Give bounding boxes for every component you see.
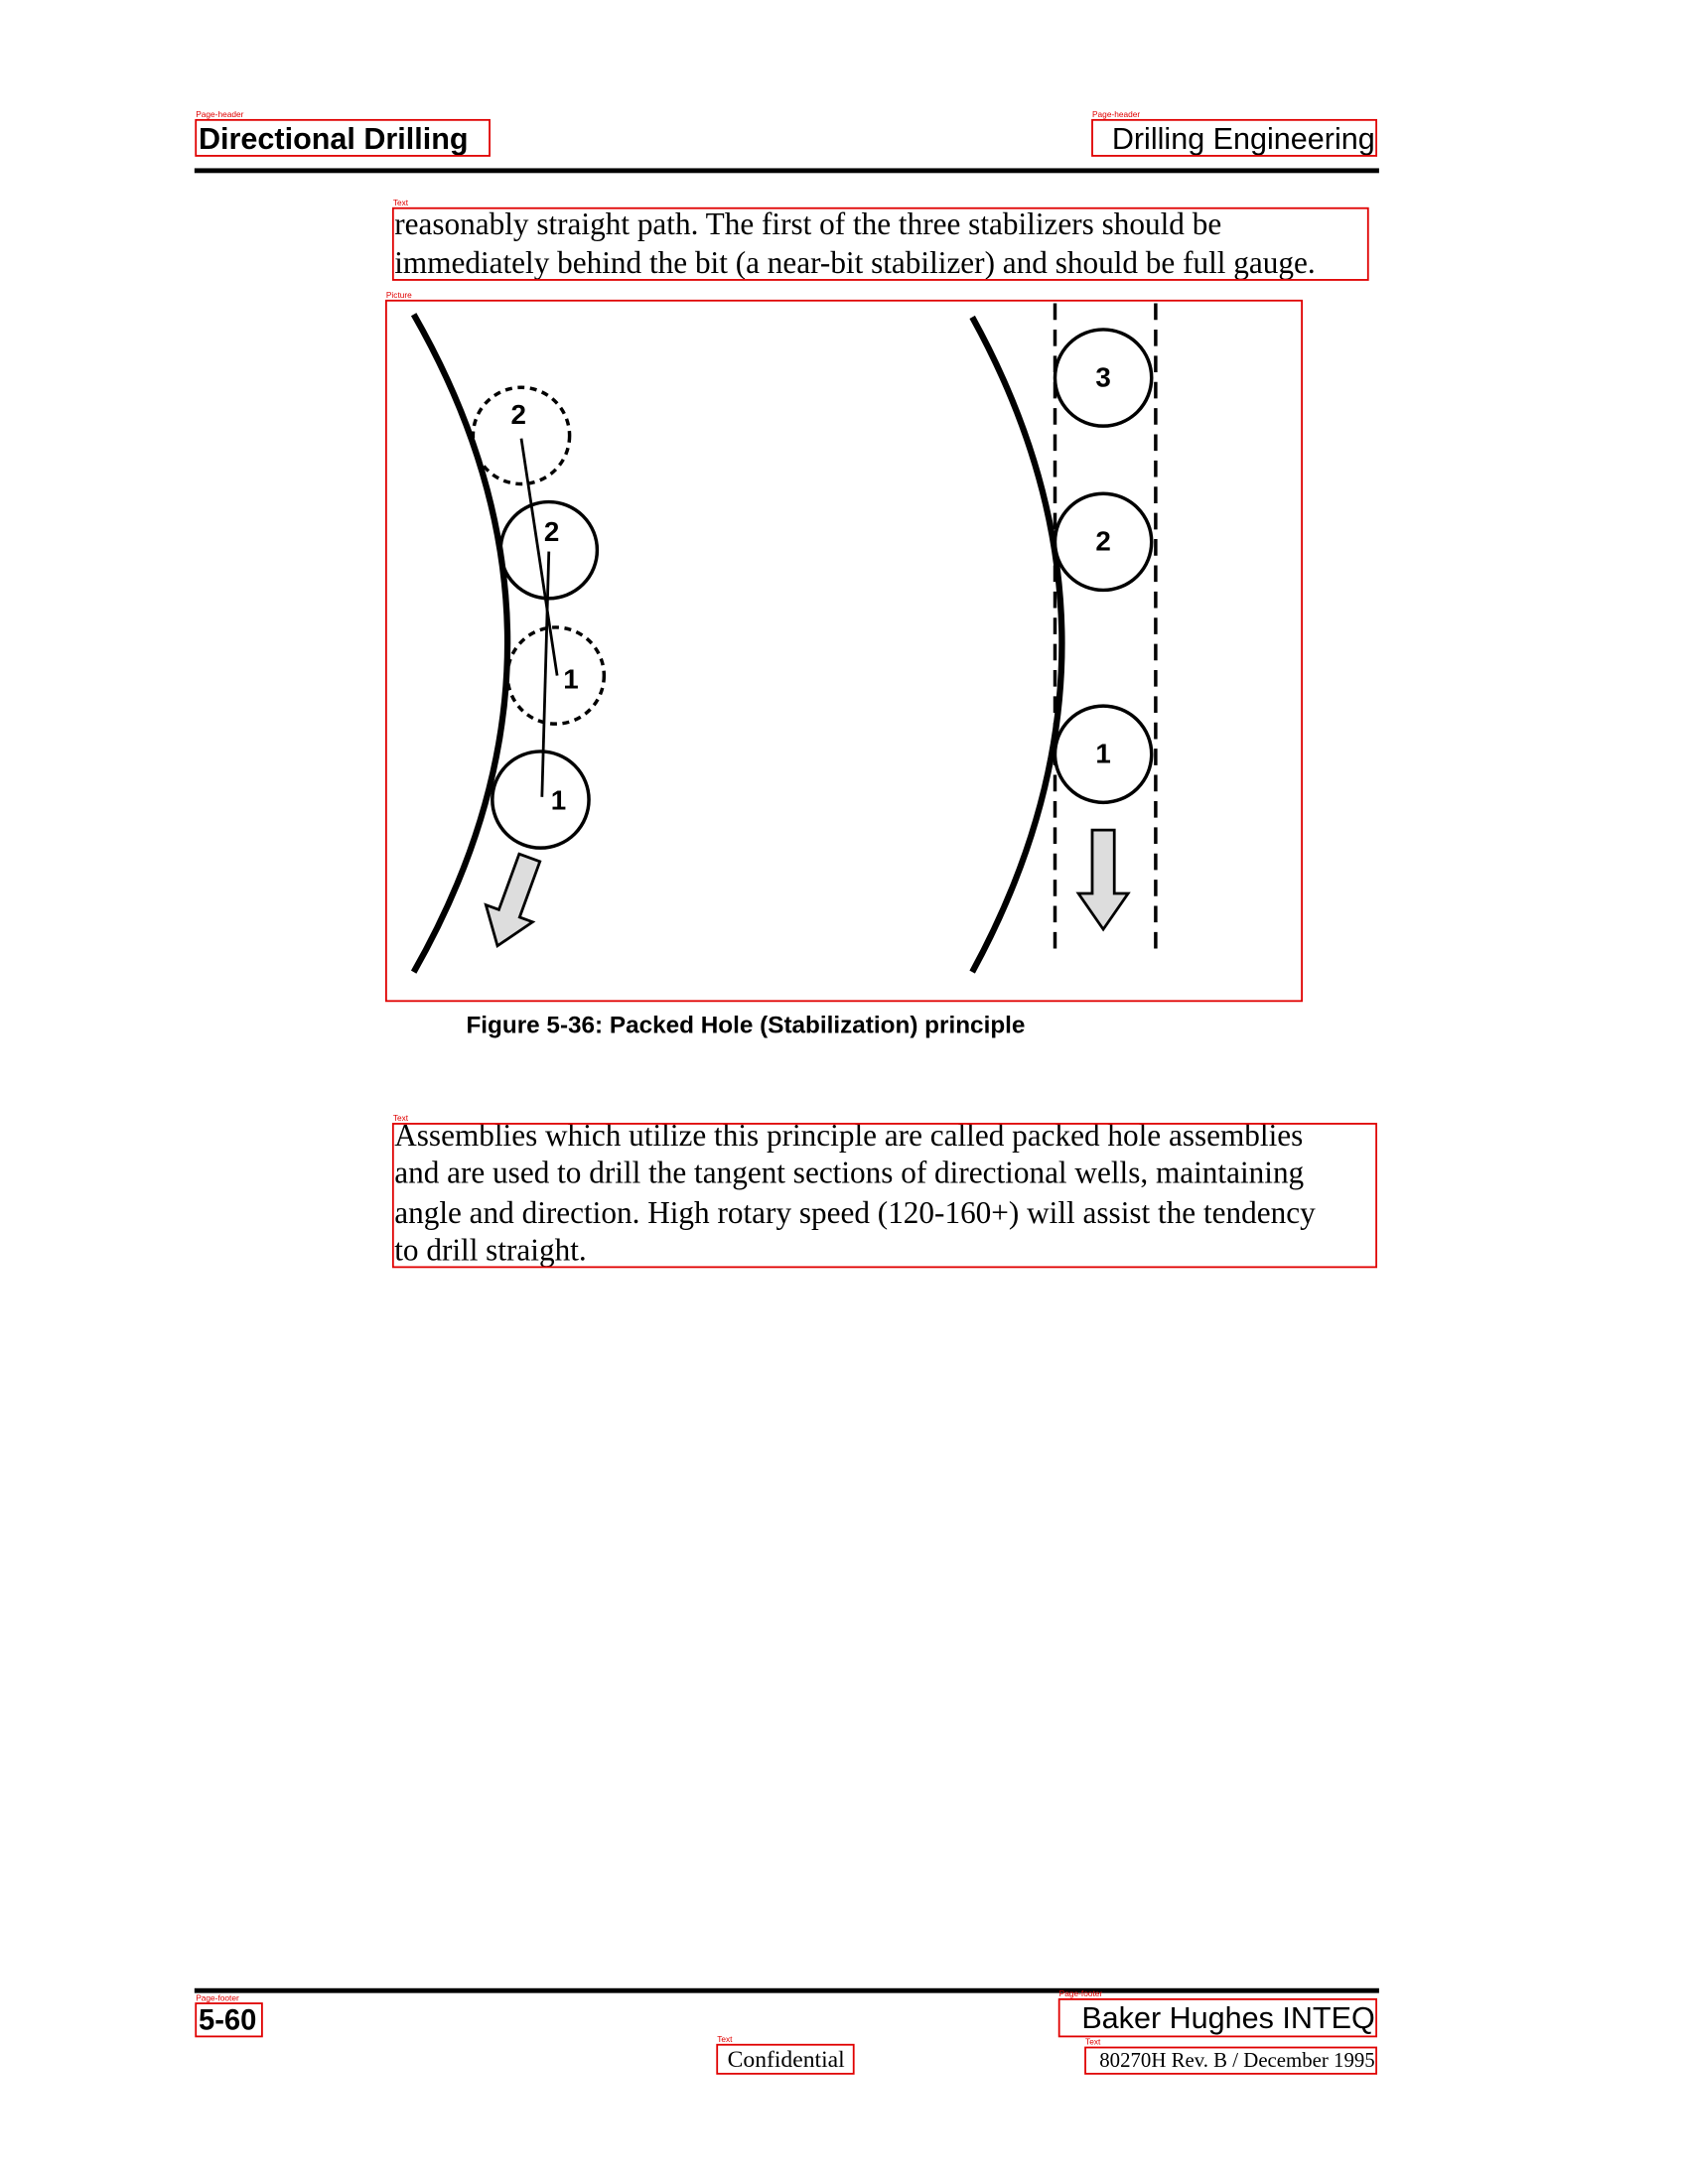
borehole-wall xyxy=(969,315,1065,974)
annotation-label: Text xyxy=(717,2034,733,2044)
annotation-box xyxy=(384,299,1304,1003)
text-line: reasonably straight path. The first of t… xyxy=(394,206,1221,241)
axis-line xyxy=(540,551,551,797)
annotation-label: Page-footer xyxy=(1059,1988,1103,1998)
stabilizer-label: 2 xyxy=(510,399,525,430)
annotation-box xyxy=(1084,2046,1378,2075)
annotation-label: Picture xyxy=(386,290,412,300)
text-line: and are used to drill the tangent sectio… xyxy=(394,1156,1304,1190)
header-left: Directional Drilling xyxy=(199,122,469,156)
footer-rule xyxy=(194,1987,1379,1993)
borehole-wall xyxy=(410,313,511,974)
direction-arrow xyxy=(1075,828,1131,932)
axis-line xyxy=(519,438,559,676)
confidential: Confidential xyxy=(728,2047,845,2073)
annotation-box xyxy=(716,2043,855,2075)
text-line: angle and direction. High rotary speed (… xyxy=(394,1195,1316,1230)
annotation-box xyxy=(195,118,491,157)
annotation-box xyxy=(1091,118,1378,157)
annotation-box xyxy=(1057,1997,1378,2038)
stabilizer-label: 1 xyxy=(551,785,566,816)
stabilizer-label: 1 xyxy=(1095,738,1110,768)
annotation-label: Text xyxy=(1085,2037,1101,2047)
stabilizer xyxy=(1053,704,1154,805)
annotation-box xyxy=(391,1123,1378,1269)
figure-caption: Figure 5-36: Packed Hole (Stabilization)… xyxy=(466,1012,1025,1038)
stabilizer-ghost xyxy=(471,385,572,486)
paragraph: Assemblies which utilize this principle … xyxy=(394,1118,1316,1267)
figure xyxy=(410,303,1158,974)
annotation-box xyxy=(391,206,1369,281)
company: Baker Hughes INTEQ xyxy=(1081,2001,1374,2035)
annotation-label: Page-footer xyxy=(196,1992,239,2002)
annotations: Page-header Page-header Text Picture Tex… xyxy=(195,109,1378,2075)
text-line: immediately behind the bit (a near-bit s… xyxy=(394,245,1315,280)
annotation-label: Text xyxy=(393,198,409,207)
revision: 80270H Rev. B / December 1995 xyxy=(1099,2048,1374,2072)
stabilizer-label: 3 xyxy=(1095,361,1110,392)
text-line: to drill straight. xyxy=(394,1232,586,1267)
stabilizer-ghost xyxy=(505,625,607,726)
stabilizer-label: 2 xyxy=(544,516,559,547)
annotation-label: Page-header xyxy=(1092,109,1140,119)
stabilizer-label: 1 xyxy=(563,663,578,694)
page-number: 5-60 xyxy=(199,2004,256,2036)
annotation-label: Text xyxy=(393,1113,409,1123)
stabilizer-label: 2 xyxy=(1095,526,1110,557)
annotation-box xyxy=(195,2002,263,2038)
direction-arrow xyxy=(484,852,542,949)
stabilizer xyxy=(1053,328,1154,428)
annotation-label: Page-header xyxy=(196,109,243,119)
stabilizer xyxy=(491,750,591,850)
stabilizer xyxy=(1053,491,1154,593)
figure-labels: 2 2 1 1 3 2 1 xyxy=(510,361,1110,815)
header-right: Drilling Engineering xyxy=(1112,122,1375,156)
paragraph: reasonably straight path. The first of t… xyxy=(394,206,1315,280)
header-rule xyxy=(194,168,1379,174)
